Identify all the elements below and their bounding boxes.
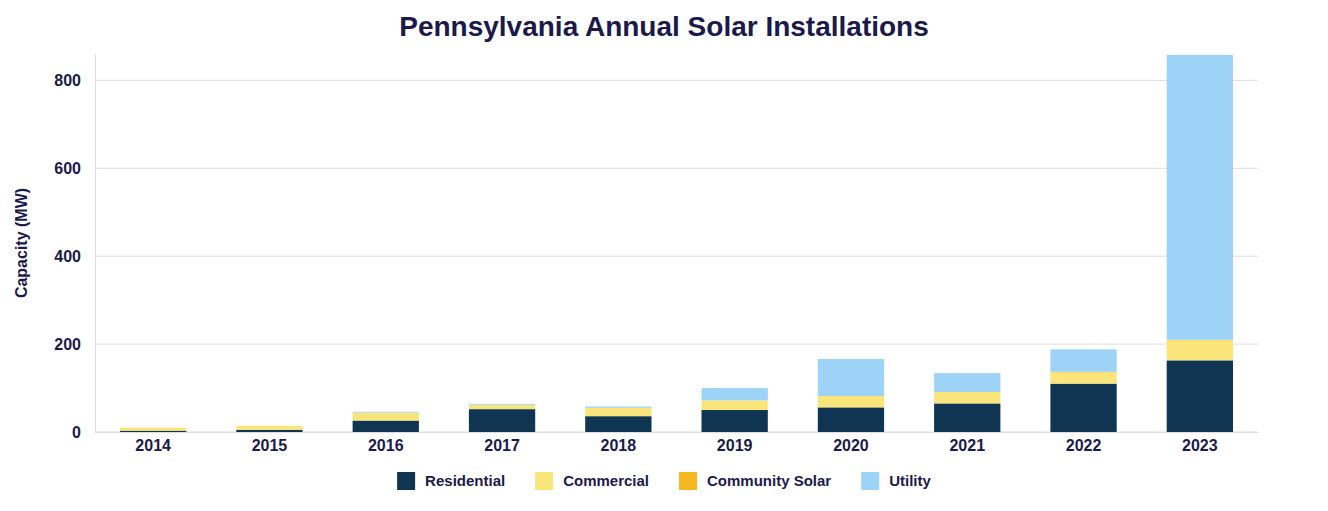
bar xyxy=(1050,372,1116,383)
legend-swatch xyxy=(535,472,553,490)
legend-label: Commercial xyxy=(563,472,649,489)
legend-item: Utility xyxy=(861,472,931,490)
bar xyxy=(469,409,535,432)
legend-label: Residential xyxy=(425,472,505,489)
bar xyxy=(469,405,535,409)
chart: Pennsylvania Annual Solar Installations 0… xyxy=(0,0,1328,511)
y-tick: 400 xyxy=(54,248,95,265)
bar xyxy=(1050,349,1116,371)
title: Pennsylvania Annual Solar Installations xyxy=(399,11,929,42)
bar xyxy=(585,407,651,408)
x-tick: 2014 xyxy=(135,432,171,454)
bar xyxy=(934,373,1000,392)
legend-swatch xyxy=(397,472,415,490)
x-tick: 2016 xyxy=(368,432,404,454)
x-tick: 2021 xyxy=(949,432,985,454)
x-tick-label: 2022 xyxy=(1066,437,1102,454)
bar xyxy=(236,425,302,426)
y-tick: 0 xyxy=(72,424,95,441)
bar xyxy=(353,411,419,413)
x-tick-label: 2016 xyxy=(368,437,404,454)
bar xyxy=(236,425,302,426)
y-tick-label: 400 xyxy=(54,248,81,265)
bar xyxy=(818,396,884,407)
x-tick-label: 2020 xyxy=(833,437,869,454)
x-tick-label: 2021 xyxy=(949,437,985,454)
bar xyxy=(702,388,768,400)
x-tick: 2020 xyxy=(833,432,869,454)
x-tick: 2019 xyxy=(717,432,753,454)
bar xyxy=(120,428,186,431)
bar xyxy=(1167,360,1233,432)
y-tick-label: 600 xyxy=(54,160,81,177)
grid-line xyxy=(95,168,1258,169)
x-tick-label: 2014 xyxy=(135,437,171,454)
plot: 0 200 400 600 800 2014 2015 2016 2017 2018 2019 202… xyxy=(54,55,1258,455)
legend-swatch xyxy=(861,472,879,490)
x-tick: 2017 xyxy=(484,432,520,454)
x-axis: 2014 2015 2016 2017 2018 2019 2020 2021 2022 2023 xyxy=(96,432,1259,454)
y-tick: 600 xyxy=(54,160,95,177)
bar xyxy=(353,421,419,432)
series xyxy=(120,340,1233,431)
x-tick: 2022 xyxy=(1066,432,1102,454)
legend-item: Community Solar xyxy=(679,472,831,490)
grid-line xyxy=(95,256,1258,257)
y-tick-label: 800 xyxy=(54,72,81,89)
legend-item: Residential xyxy=(397,472,505,490)
legend: Residential Commercial Community Solar Util… xyxy=(397,472,931,490)
x-axis-line xyxy=(96,432,1259,433)
y-tick: 200 xyxy=(54,336,95,353)
legend-label: Community Solar xyxy=(707,472,831,489)
grid-line xyxy=(95,80,1258,81)
x-tick: 2015 xyxy=(252,432,288,454)
series xyxy=(1050,340,1233,373)
bar xyxy=(818,359,884,396)
y-axis-title: Capacity (MW) xyxy=(13,188,30,298)
bar xyxy=(120,427,186,428)
bar xyxy=(236,430,302,432)
legend-swatch xyxy=(679,472,697,490)
bar xyxy=(1167,55,1233,340)
y-axis: 0 200 400 600 800 xyxy=(54,55,95,441)
bar xyxy=(585,408,651,416)
bar xyxy=(469,403,535,405)
x-tick: 2023 xyxy=(1182,432,1218,454)
bar xyxy=(1050,384,1116,432)
x-tick-label: 2017 xyxy=(484,437,520,454)
bar xyxy=(818,407,884,432)
y-tick-label: 0 xyxy=(72,424,81,441)
bar xyxy=(120,427,186,428)
legend-label: Utility xyxy=(889,472,931,489)
bar xyxy=(702,410,768,432)
x-tick-label: 2018 xyxy=(601,437,637,454)
y-tick-label: 200 xyxy=(54,336,81,353)
legend-item: Commercial xyxy=(535,472,649,490)
bar xyxy=(702,400,768,410)
bar xyxy=(585,416,651,432)
bar xyxy=(1167,340,1233,360)
grid-line xyxy=(95,344,1258,345)
bar xyxy=(934,392,1000,403)
bar xyxy=(585,407,651,408)
series xyxy=(353,55,1233,413)
bar xyxy=(353,413,419,421)
x-tick-label: 2019 xyxy=(717,437,753,454)
grid xyxy=(95,80,1258,432)
x-tick-label: 2023 xyxy=(1182,437,1218,454)
bar xyxy=(353,412,419,413)
x-tick: 2018 xyxy=(601,432,637,454)
bar xyxy=(934,403,1000,432)
y-tick: 800 xyxy=(54,72,95,89)
bar xyxy=(469,404,535,405)
bar xyxy=(120,431,186,432)
bar xyxy=(236,426,302,430)
bars xyxy=(120,55,1233,432)
y-axis-line xyxy=(95,55,96,433)
x-tick-label: 2015 xyxy=(252,437,288,454)
